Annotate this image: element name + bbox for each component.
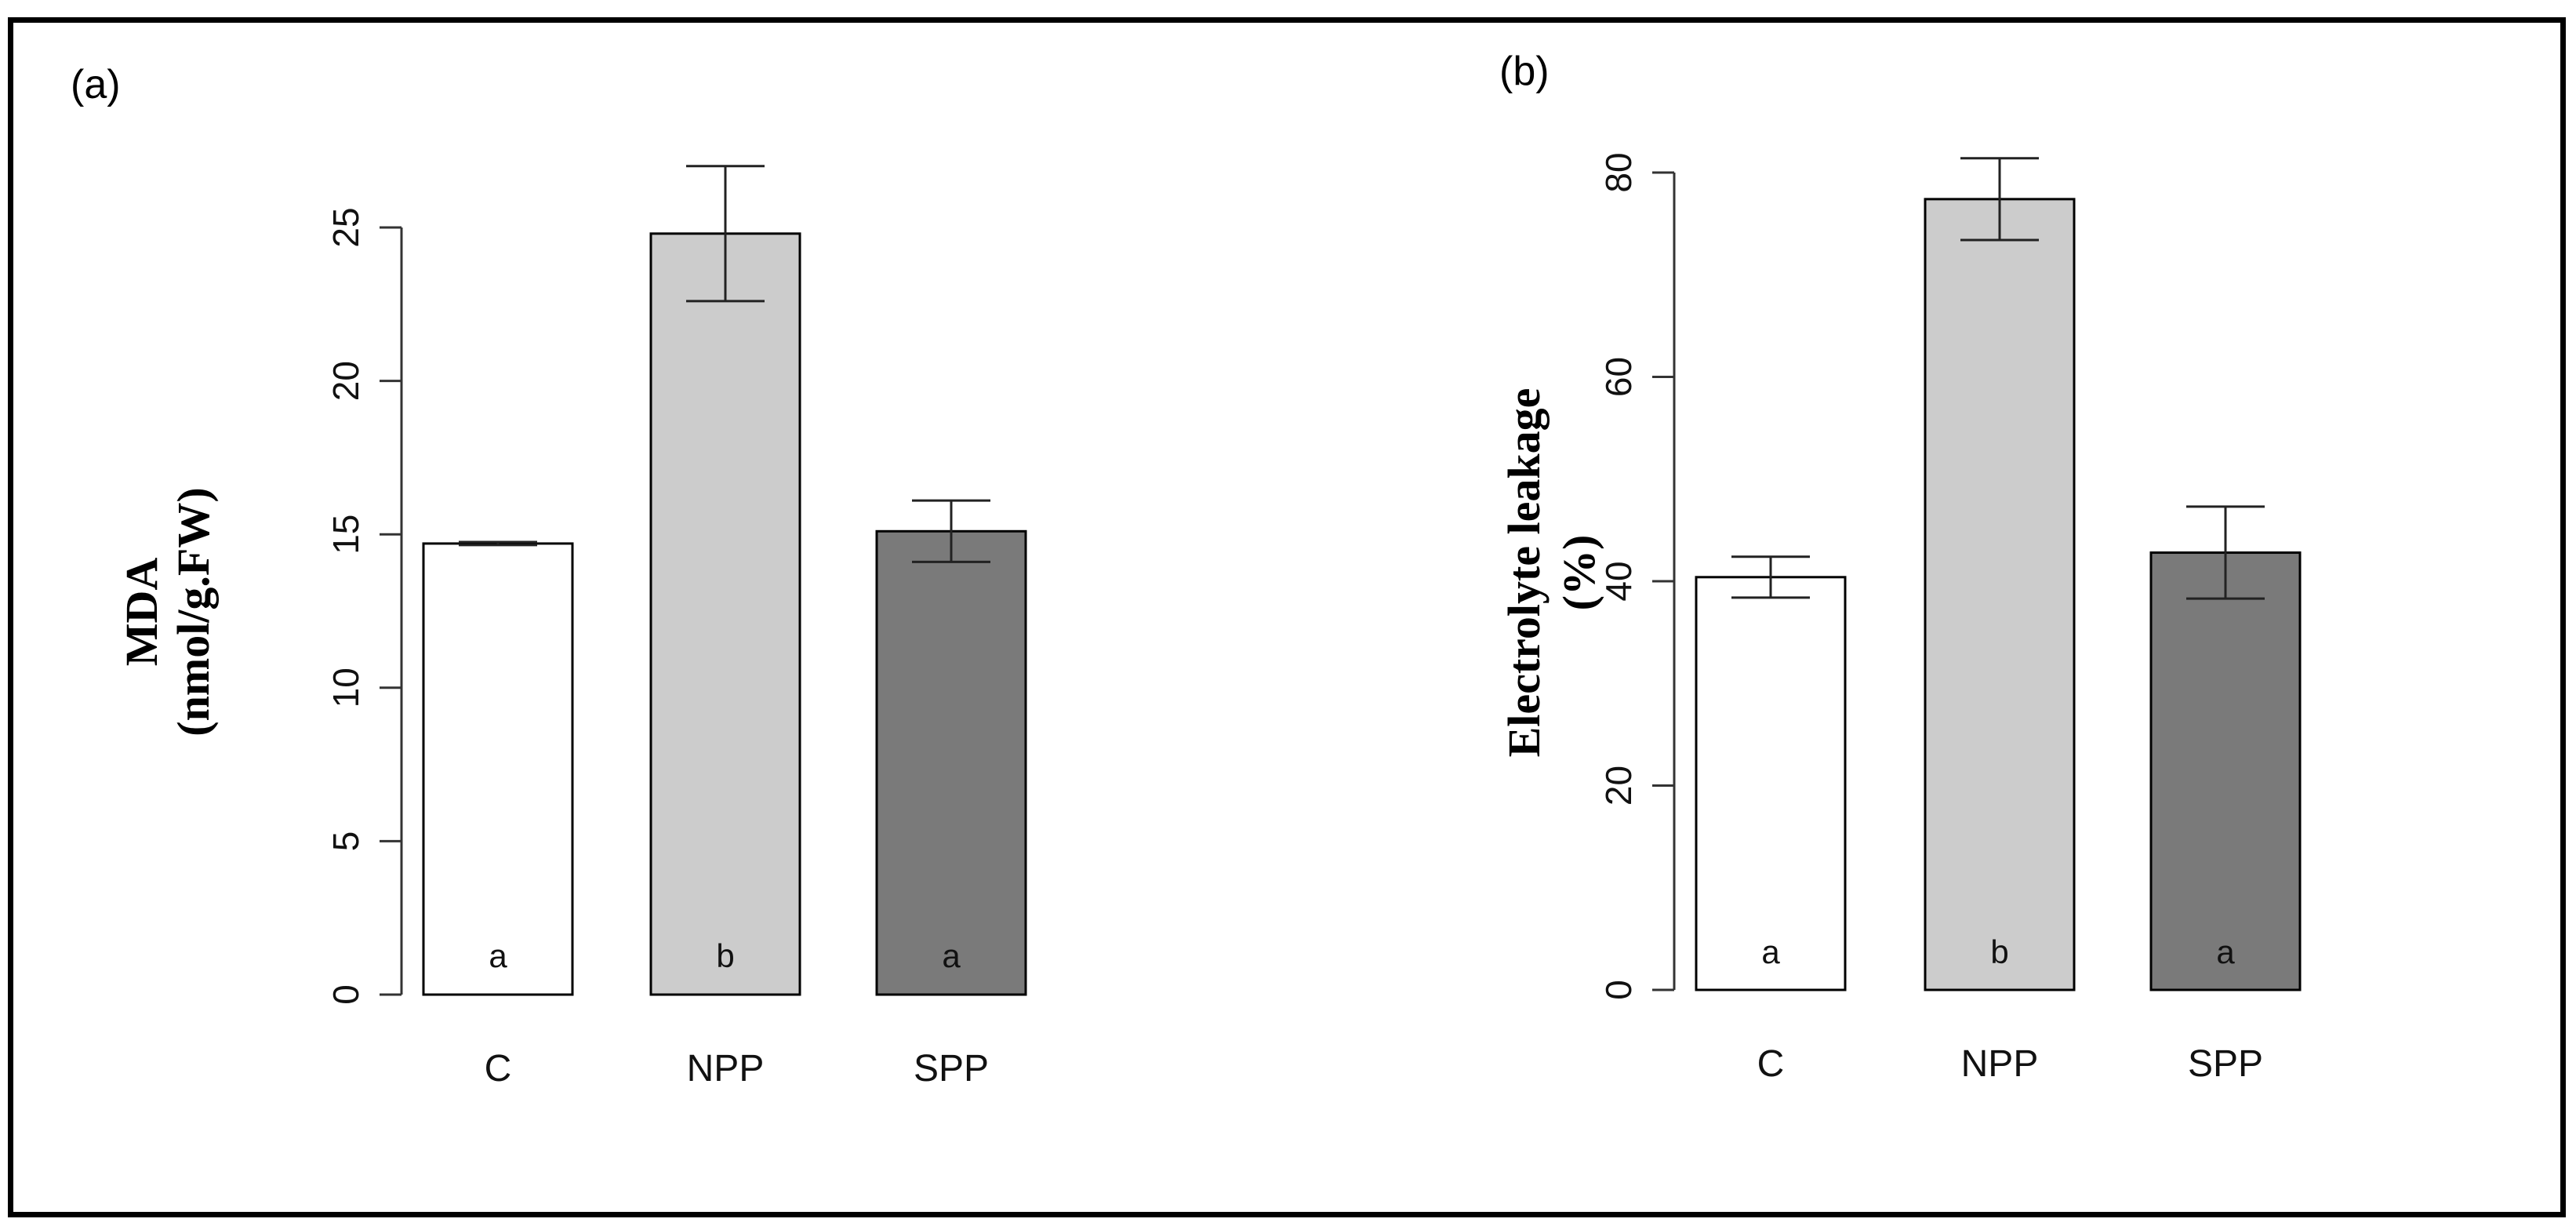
y-axis-label-a: MDA(nmol/g.FW) xyxy=(116,487,219,736)
significance-letter-a-NPP: b xyxy=(716,937,734,974)
y-tick-label-a-2: 10 xyxy=(325,668,366,708)
error-bar-a-C xyxy=(459,540,537,547)
y-tick-label-b-0: 0 xyxy=(1598,980,1639,1000)
error-bar-a-SPP xyxy=(912,499,990,563)
y-axis-label-line2-b: (%) xyxy=(1553,535,1604,611)
x-category-label-b-NPP: NPP xyxy=(1961,1043,2039,1085)
x-category-label-b-C: C xyxy=(1757,1043,1785,1085)
x-category-label-a-NPP: NPP xyxy=(687,1048,765,1090)
y-tick-label-a-5: 25 xyxy=(325,207,366,247)
panel-label-b: (b) xyxy=(1499,49,1550,94)
bar-b-NPP xyxy=(1924,198,2076,991)
error-bar-a-NPP xyxy=(686,165,765,303)
y-axis-label-line2-a: (nmol/g.FW) xyxy=(168,487,219,736)
x-category-label-b-SPP: SPP xyxy=(2188,1043,2263,1085)
x-category-label-a-SPP: SPP xyxy=(914,1048,989,1090)
error-bar-b-C xyxy=(1731,555,1810,599)
significance-letter-b-C: a xyxy=(1761,933,1780,970)
y-axis-label-line1-a: MDA xyxy=(116,558,167,667)
significance-letter-a-SPP: a xyxy=(942,937,961,974)
y-tick-label-a-4: 20 xyxy=(325,361,366,401)
bar-b-C xyxy=(1695,576,1847,991)
y-tick-label-a-3: 15 xyxy=(325,515,366,555)
significance-letter-b-NPP: b xyxy=(1990,933,2008,970)
y-axis-label-b: Electrolyte leakage(%) xyxy=(1499,388,1604,758)
y-tick-label-b-1: 20 xyxy=(1598,766,1639,806)
y-tick-label-a-1: 5 xyxy=(325,831,366,852)
bar-a-NPP xyxy=(649,232,801,996)
significance-letter-b-SPP: a xyxy=(2216,933,2235,970)
error-bar-b-NPP xyxy=(1960,157,2039,242)
bar-b-SPP xyxy=(2149,551,2302,991)
panel-b: (b) 0 20 40 60 80 Electrolyte leakage(%) a Cb NPP… xyxy=(1499,49,2302,1085)
y-tick-label-a-0: 0 xyxy=(325,984,366,1005)
y-axis-label-line1-b: Electrolyte leakage xyxy=(1499,388,1550,758)
y-tick-label-b-2: 40 xyxy=(1598,561,1639,601)
bar-a-C xyxy=(422,542,574,996)
y-tick-label-b-4: 80 xyxy=(1598,152,1639,192)
figure-frame xyxy=(8,17,2566,1217)
significance-letter-a-C: a xyxy=(489,937,507,974)
y-tick-label-b-3: 60 xyxy=(1598,357,1639,397)
x-category-label-a-C: C xyxy=(485,1048,512,1090)
panel-label-a: (a) xyxy=(71,62,121,107)
error-bar-b-SPP xyxy=(2186,505,2265,600)
panel-a: (a) 0 5 10 15 20 25 MDA(nmol/g.FW) a Cb NPP a SPP xyxy=(71,62,1027,1090)
bar-a-SPP xyxy=(875,529,1027,996)
